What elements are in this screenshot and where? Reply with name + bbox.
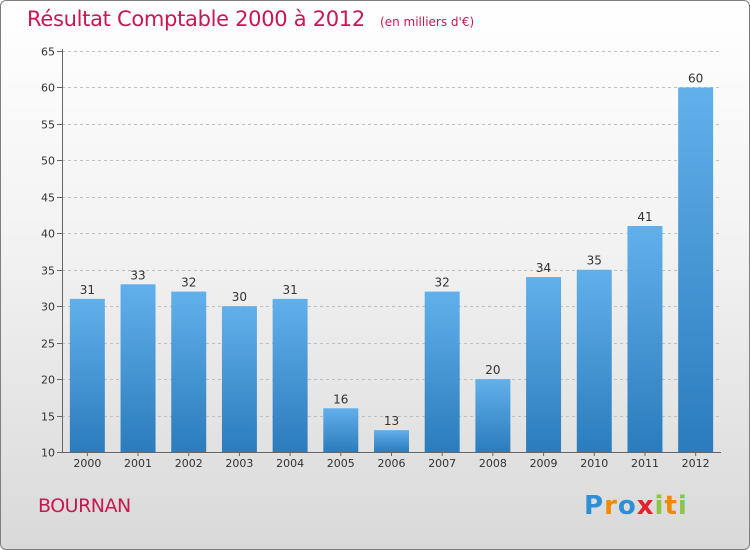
data-label: 16 bbox=[333, 392, 348, 406]
data-label: 31 bbox=[80, 283, 95, 297]
x-tick-label: 2010 bbox=[580, 457, 608, 470]
y-tick-label: 35 bbox=[41, 265, 55, 278]
chart-subtitle: (en milliers d'€) bbox=[380, 15, 475, 29]
title-row: Résultat Comptable 2000 à 2012 (en milli… bbox=[27, 7, 474, 31]
data-label: 34 bbox=[536, 261, 551, 275]
x-tick-label: 2005 bbox=[327, 457, 355, 470]
y-tick-label: 10 bbox=[41, 447, 55, 460]
y-tick-label: 20 bbox=[41, 374, 55, 387]
y-tick-label: 50 bbox=[41, 155, 55, 168]
bar-layer bbox=[69, 87, 714, 453]
data-label: 30 bbox=[232, 290, 247, 304]
x-tick-label: 2001 bbox=[124, 457, 152, 470]
y-tick-label: 15 bbox=[41, 411, 55, 424]
data-label: 20 bbox=[485, 363, 500, 377]
bar-2004 bbox=[272, 298, 308, 452]
bar-2008 bbox=[475, 379, 511, 452]
y-tick-label: 60 bbox=[41, 82, 55, 95]
bar-2002 bbox=[171, 291, 207, 452]
proxiti-logo[interactable]: Proxiti bbox=[584, 491, 688, 521]
x-tick-label: 2009 bbox=[530, 457, 558, 470]
bar-2006 bbox=[374, 430, 409, 452]
x-tick-label: 2011 bbox=[631, 457, 659, 470]
data-label: 13 bbox=[384, 414, 399, 428]
x-tick-label: 2007 bbox=[428, 457, 456, 470]
x-tick-label: 2006 bbox=[378, 457, 406, 470]
data-label: 32 bbox=[181, 276, 196, 290]
bar-2010 bbox=[576, 269, 612, 452]
bar-2007 bbox=[424, 291, 460, 452]
y-tick-label: 45 bbox=[41, 192, 55, 205]
bar-2009 bbox=[526, 277, 562, 452]
data-label: 31 bbox=[282, 283, 297, 297]
town-name: BOURNAN bbox=[38, 495, 131, 517]
data-label: 60 bbox=[688, 71, 703, 85]
x-tick-label: 2000 bbox=[73, 457, 101, 470]
axis-layer: 10 15 20 25 30 35 40 45 50 55 60 65 2000 2001 2002 2003… bbox=[41, 46, 721, 470]
y-tick-label: 65 bbox=[41, 46, 55, 59]
bar-2011 bbox=[627, 225, 663, 452]
data-label: 35 bbox=[587, 254, 602, 268]
x-tick-label: 2008 bbox=[479, 457, 507, 470]
data-label: 41 bbox=[637, 210, 652, 224]
y-tick-label: 30 bbox=[41, 301, 55, 314]
x-tick-label: 2002 bbox=[175, 457, 203, 470]
chart-title: Résultat Comptable 2000 à 2012 bbox=[27, 7, 365, 31]
data-label: 32 bbox=[435, 276, 450, 290]
data-label: 33 bbox=[130, 268, 145, 282]
y-tick-label: 25 bbox=[41, 338, 55, 351]
x-tick-label: 2012 bbox=[682, 457, 710, 470]
x-tick-label: 2004 bbox=[276, 457, 304, 470]
label-layer: 31 33 32 30 31 16 13 32 20 34 35 41 60 bbox=[80, 71, 704, 428]
bar-2005 bbox=[323, 408, 359, 452]
y-tick-label: 40 bbox=[41, 228, 55, 241]
x-tick-label: 2003 bbox=[225, 457, 253, 470]
bar-2003 bbox=[221, 306, 257, 452]
bar-2000 bbox=[69, 298, 105, 452]
bar-2012 bbox=[678, 87, 714, 453]
grid-layer bbox=[62, 51, 721, 417]
bar-2001 bbox=[120, 284, 156, 452]
y-tick-label: 55 bbox=[41, 119, 55, 132]
